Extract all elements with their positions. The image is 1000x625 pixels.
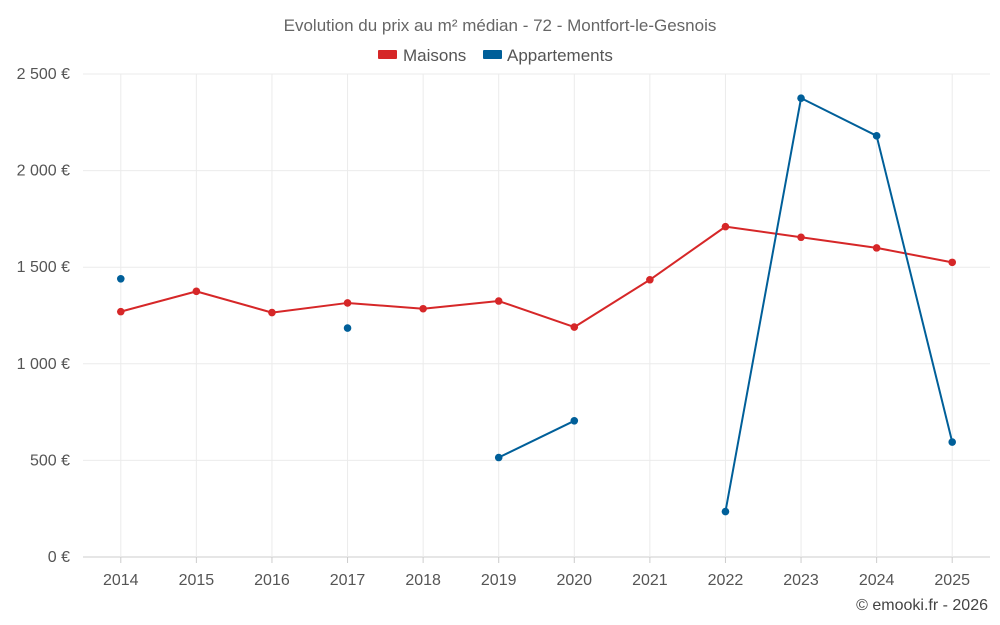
legend-swatch-appartements — [483, 50, 502, 59]
data-point-appartements-2025[interactable] — [948, 438, 957, 446]
chart-title: Evolution du prix au m² médian - 72 - Mo… — [284, 16, 717, 35]
legend-item-appartements[interactable]: Appartements — [483, 46, 613, 65]
data-point-maisons-2016[interactable] — [268, 308, 276, 317]
data-point-appartements-2023[interactable] — [797, 94, 805, 102]
x-tick-label: 2024 — [859, 572, 895, 589]
x-tick-label: 2021 — [632, 572, 668, 589]
x-tick-label: 2022 — [708, 572, 744, 589]
data-point-maisons-2021[interactable] — [646, 275, 654, 284]
series-line-appartements — [724, 97, 954, 512]
data-point-maisons-2015[interactable] — [192, 287, 201, 296]
legend-swatch-maisons — [378, 50, 397, 59]
credit-text: © emooki.fr - 2026 — [856, 597, 988, 614]
data-point-appartements-2019[interactable] — [494, 453, 503, 462]
data-point-maisons-2014[interactable] — [116, 307, 125, 316]
data-point-maisons-2024[interactable] — [872, 244, 881, 252]
x-tick-label: 2020 — [556, 572, 592, 589]
y-tick-label: 0 € — [48, 549, 70, 566]
x-tick-label: 2014 — [103, 572, 139, 589]
data-point-maisons-2023[interactable] — [797, 233, 805, 242]
data-point-appartements-2020[interactable] — [570, 416, 579, 425]
x-tick-label: 2015 — [179, 572, 215, 589]
y-tick-label: 2 500 € — [17, 66, 70, 83]
x-tick-label: 2023 — [783, 572, 819, 589]
y-tick-label: 500 € — [30, 452, 70, 469]
series-maisons — [116, 222, 957, 331]
legend-item-maisons[interactable]: Maisons — [378, 46, 466, 65]
data-point-maisons-2019[interactable] — [494, 297, 503, 305]
data-point-maisons-2018[interactable] — [419, 304, 427, 313]
legend-label-appartements: Appartements — [507, 46, 613, 65]
data-point-maisons-2025[interactable] — [948, 258, 957, 267]
data-point-appartements-2014[interactable] — [116, 274, 125, 283]
y-tick-label: 1 500 € — [17, 259, 70, 276]
y-tick-label: 2 000 € — [17, 163, 70, 180]
x-tick-label: 2025 — [934, 572, 970, 589]
series-line-appartements — [498, 419, 575, 459]
x-tick-label: 2018 — [405, 572, 441, 589]
data-point-appartements-2024[interactable] — [872, 132, 881, 140]
series-line-maisons — [120, 225, 953, 329]
data-point-maisons-2017[interactable] — [343, 299, 352, 307]
x-tick-label: 2016 — [254, 572, 290, 589]
axes: 0 € 500 € 1 000 € 1 500 € 2 000 € 2 500 € 2014… — [17, 66, 970, 589]
series-appartements — [116, 94, 957, 516]
y-tick-label: 1 000 € — [17, 356, 70, 373]
data-point-appartements-2017[interactable] — [343, 324, 352, 332]
data-point-appartements-2022[interactable] — [721, 507, 730, 516]
legend: Maisons Appartements — [378, 46, 613, 65]
grid — [83, 73, 990, 558]
data-point-maisons-2020[interactable] — [570, 323, 579, 331]
x-tick-label: 2017 — [330, 572, 366, 589]
data-point-maisons-2022[interactable] — [721, 222, 730, 231]
legend-label-maisons: Maisons — [403, 46, 466, 65]
series — [116, 94, 957, 516]
x-tick-label: 2019 — [481, 572, 517, 589]
